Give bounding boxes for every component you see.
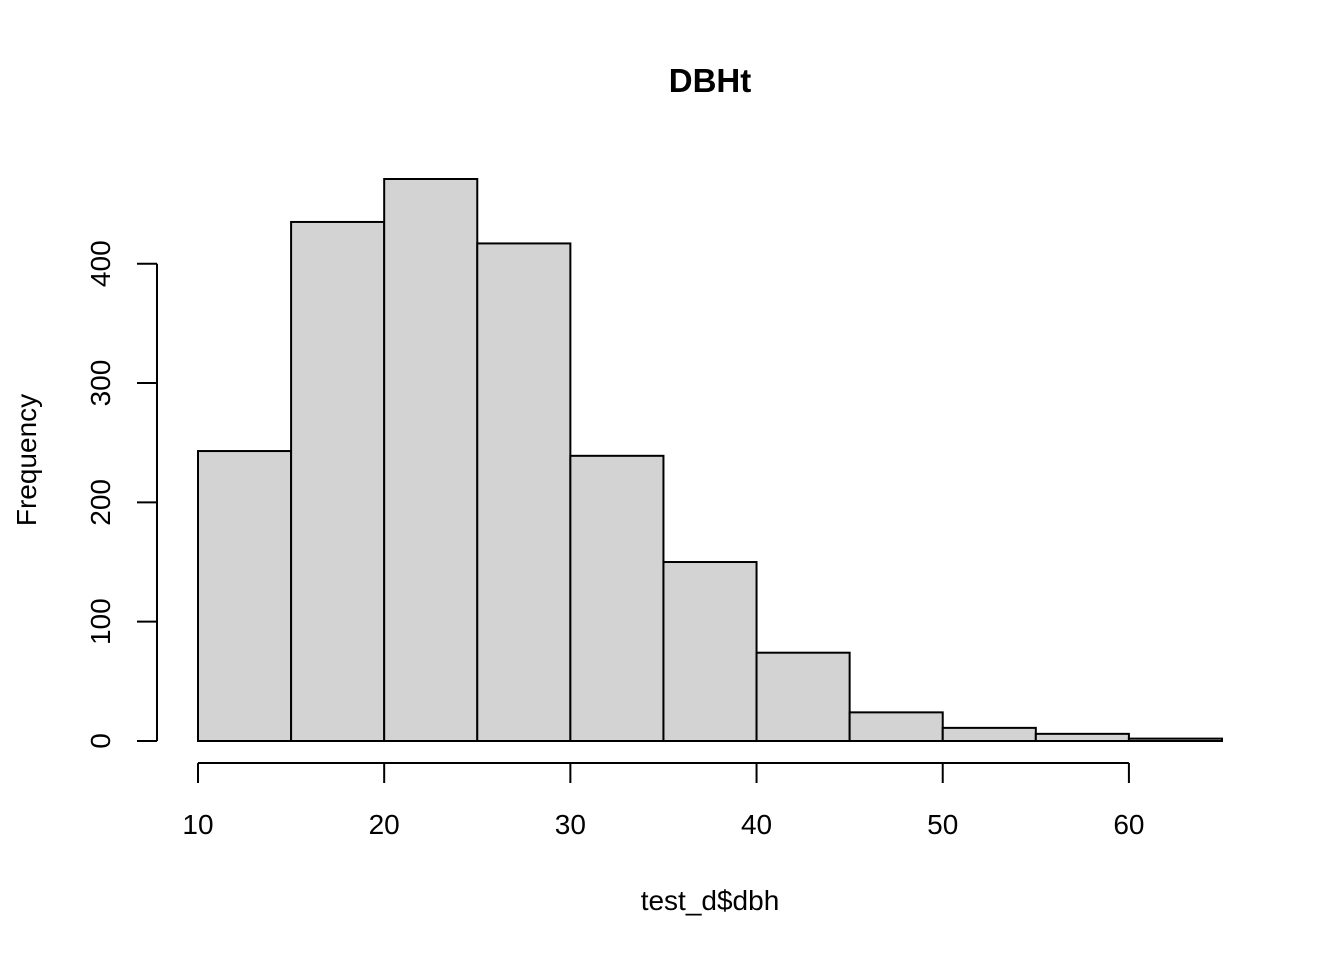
histogram-bar xyxy=(383,178,479,742)
histogram-bar xyxy=(569,454,665,742)
histogram-bar xyxy=(1127,737,1223,742)
y-tick-label: 0 xyxy=(85,733,116,749)
histogram-bar xyxy=(1034,732,1130,742)
x-tick-label: 50 xyxy=(927,809,958,840)
x-tick-label: 40 xyxy=(741,809,772,840)
y-tick-label: 200 xyxy=(85,479,116,526)
y-tick-label: 100 xyxy=(85,598,116,645)
x-axis: 10 20 30 40 50 60 xyxy=(182,762,1144,840)
y-axis: 0 100 200 300 400 xyxy=(85,240,158,749)
histogram-bar xyxy=(197,450,293,742)
histogram-bar xyxy=(755,651,851,742)
x-tick-label: 30 xyxy=(555,809,586,840)
bars-group xyxy=(197,178,1223,743)
chart-title: DBHt xyxy=(669,62,751,99)
x-axis-label: test_d$dbh xyxy=(641,885,780,916)
y-tick-label: 400 xyxy=(85,240,116,287)
x-tick-label: 60 xyxy=(1113,809,1144,840)
histogram-bar xyxy=(848,711,944,742)
histogram-bar xyxy=(941,726,1037,743)
histogram-bar xyxy=(662,561,758,742)
x-tick-label: 20 xyxy=(369,809,400,840)
y-tick-label: 300 xyxy=(85,360,116,407)
histogram-bar xyxy=(476,242,572,742)
x-tick-label: 10 xyxy=(182,809,213,840)
histogram-bar xyxy=(290,220,386,742)
y-axis-label: Frequency xyxy=(11,394,42,526)
